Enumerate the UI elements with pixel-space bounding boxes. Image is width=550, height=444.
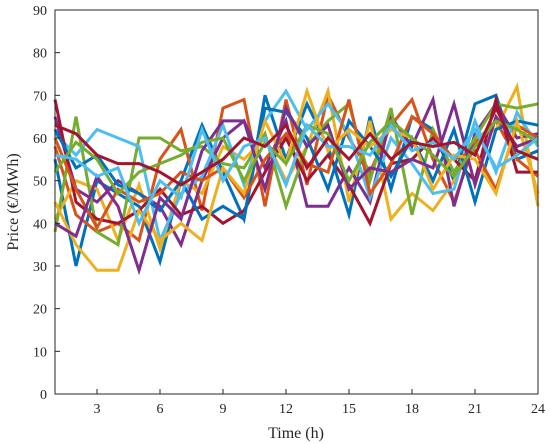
y-axis-label: Price (€/MWh) (5, 153, 22, 250)
x-tick-label: 6 (157, 402, 164, 417)
x-tick-label: 3 (94, 402, 101, 417)
y-tick-label: 0 (40, 388, 47, 403)
x-tick-label: 24 (531, 402, 545, 417)
y-tick-label: 90 (33, 4, 47, 19)
x-tick-label: 12 (279, 402, 293, 417)
y-tick-label: 40 (33, 217, 47, 232)
x-tick-label: 9 (220, 402, 227, 417)
plot-frame (54, 9, 539, 395)
x-tick-label: 21 (468, 402, 482, 417)
x-axis-label: Time (h) (268, 425, 324, 442)
x-tick-label: 18 (405, 402, 419, 417)
series-line-14 (54, 104, 539, 187)
y-tick-label: 80 (33, 47, 47, 62)
y-tick-label: 10 (33, 345, 47, 360)
series-layer (53, 82, 540, 276)
y-tick-label: 70 (33, 89, 47, 104)
y-axis-ticks: 0 10 20 30 40 50 60 70 80 90 (33, 4, 60, 403)
plot-area (55, 10, 538, 394)
series-line-6 (53, 88, 540, 246)
y-tick-label: 30 (33, 260, 47, 275)
y-tick-label: 20 (33, 303, 47, 318)
series-line-13 (54, 122, 539, 228)
y-tick-label: 60 (33, 132, 47, 147)
y-tick-label: 50 (33, 175, 47, 190)
x-axis-ticks: 3 6 9 12 15 18 21 24 (94, 389, 545, 417)
series-line-11 (54, 98, 539, 276)
x-tick-label: 15 (342, 402, 356, 417)
series-line-5 (53, 101, 539, 248)
